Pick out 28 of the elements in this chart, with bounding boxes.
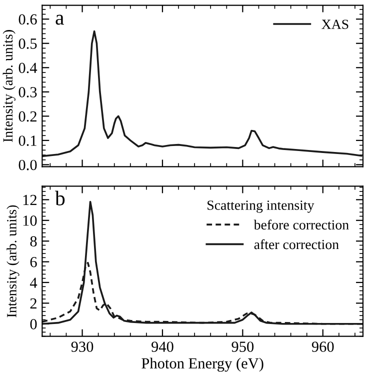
- line-series: [42, 30, 362, 158]
- y-tick-label: 0.6: [18, 14, 37, 25]
- y-tick-label: 10: [23, 216, 37, 226]
- y-tick-label: 0.5: [18, 38, 37, 49]
- legend-label: XAS: [322, 20, 348, 30]
- y-tick-label: 12: [23, 194, 36, 205]
- y-tick-label: 0: [30, 319, 37, 330]
- y-tick-label: 4: [30, 278, 38, 288]
- x-tick-label: 940: [152, 342, 174, 352]
- x-tick-label: 930: [71, 342, 94, 352]
- annotation: b: [55, 190, 65, 206]
- y-tick-label: 6: [30, 256, 37, 268]
- y-tick-label: 0.1: [18, 136, 36, 146]
- x-axis-title: Photon Energy (eV): [142, 358, 264, 372]
- y-axis-title: Intensity (arb. units): [2, 30, 16, 142]
- y-axis-title: Intensity (arb. units): [6, 205, 20, 318]
- x-tick-label: 960: [312, 342, 334, 352]
- legend-label: after correction: [254, 239, 339, 250]
- legend-label: before correction: [254, 220, 349, 230]
- annotation: a: [56, 14, 64, 25]
- y-tick-label: 0.3: [18, 87, 37, 98]
- y-tick-label: 0.2: [18, 111, 36, 122]
- y-tick-label: 0.0: [18, 160, 37, 170]
- legend-title: Scattering intensity: [208, 200, 314, 213]
- y-tick-label: 0.4: [18, 62, 38, 74]
- y-tick-label: 8: [30, 236, 37, 247]
- y-tick-label: 2: [30, 298, 36, 308]
- x-tick-label: 950: [232, 342, 254, 352]
